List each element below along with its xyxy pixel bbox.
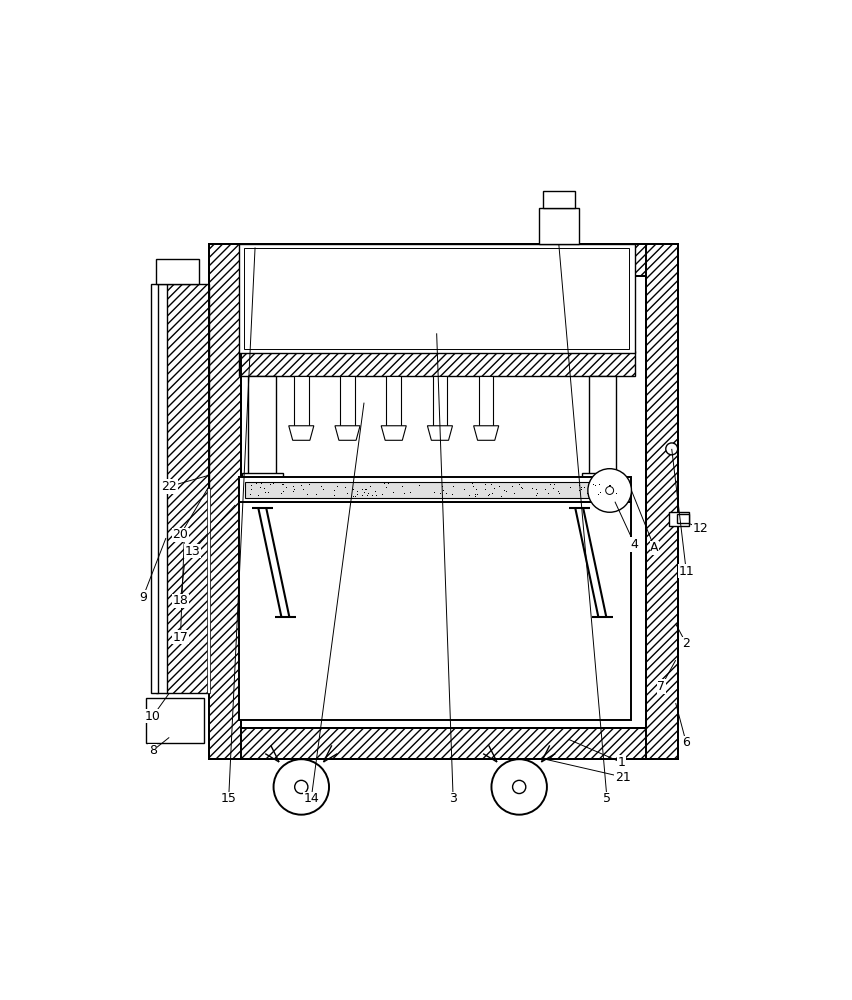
Text: 17: 17 <box>172 631 188 644</box>
Circle shape <box>513 780 526 794</box>
Bar <box>207 488 210 693</box>
Circle shape <box>492 759 547 815</box>
Polygon shape <box>289 426 314 440</box>
Text: 12: 12 <box>693 522 709 535</box>
Polygon shape <box>428 426 452 440</box>
Text: 1: 1 <box>618 756 625 769</box>
Text: 11: 11 <box>678 565 694 578</box>
Polygon shape <box>381 426 406 440</box>
Bar <box>242 473 283 482</box>
Bar <box>340 376 354 426</box>
Text: 20: 20 <box>172 528 188 541</box>
Circle shape <box>295 780 308 794</box>
Bar <box>239 477 631 502</box>
Text: 22: 22 <box>161 480 177 493</box>
Text: 21: 21 <box>615 771 630 784</box>
Bar <box>589 376 616 475</box>
Text: 10: 10 <box>145 710 161 723</box>
Circle shape <box>273 759 329 815</box>
Text: 13: 13 <box>185 545 200 558</box>
Bar <box>156 259 199 284</box>
Bar <box>147 698 204 743</box>
Circle shape <box>606 487 613 494</box>
Bar <box>209 244 677 276</box>
Text: 18: 18 <box>172 594 188 607</box>
Polygon shape <box>335 426 360 440</box>
Text: 9: 9 <box>139 591 147 604</box>
Bar <box>156 284 167 693</box>
Bar <box>239 502 631 720</box>
Bar <box>166 284 209 693</box>
Bar <box>543 191 574 208</box>
Bar <box>244 248 630 349</box>
Circle shape <box>588 469 631 512</box>
Circle shape <box>665 443 677 455</box>
Text: 6: 6 <box>682 736 690 749</box>
Bar <box>294 376 308 426</box>
Bar <box>387 376 401 426</box>
Bar <box>245 482 625 498</box>
Bar <box>239 351 635 376</box>
Bar <box>479 376 493 426</box>
Bar <box>249 376 276 475</box>
Text: 14: 14 <box>303 792 319 805</box>
Text: 5: 5 <box>603 792 611 805</box>
Text: 15: 15 <box>221 792 237 805</box>
Text: 2: 2 <box>682 637 690 650</box>
Bar <box>646 244 677 759</box>
Text: 4: 4 <box>630 538 639 551</box>
Text: 7: 7 <box>657 680 665 693</box>
Bar <box>582 473 623 482</box>
Text: A: A <box>650 541 659 554</box>
Bar <box>433 376 447 426</box>
Bar <box>239 244 635 353</box>
Bar <box>209 244 240 759</box>
Polygon shape <box>474 426 498 440</box>
Bar <box>209 728 677 759</box>
Bar <box>152 284 158 693</box>
Text: 8: 8 <box>149 744 157 757</box>
Bar <box>669 512 689 526</box>
Bar <box>677 514 689 523</box>
Bar <box>240 276 646 728</box>
Text: 3: 3 <box>449 792 457 805</box>
Bar <box>539 208 579 244</box>
